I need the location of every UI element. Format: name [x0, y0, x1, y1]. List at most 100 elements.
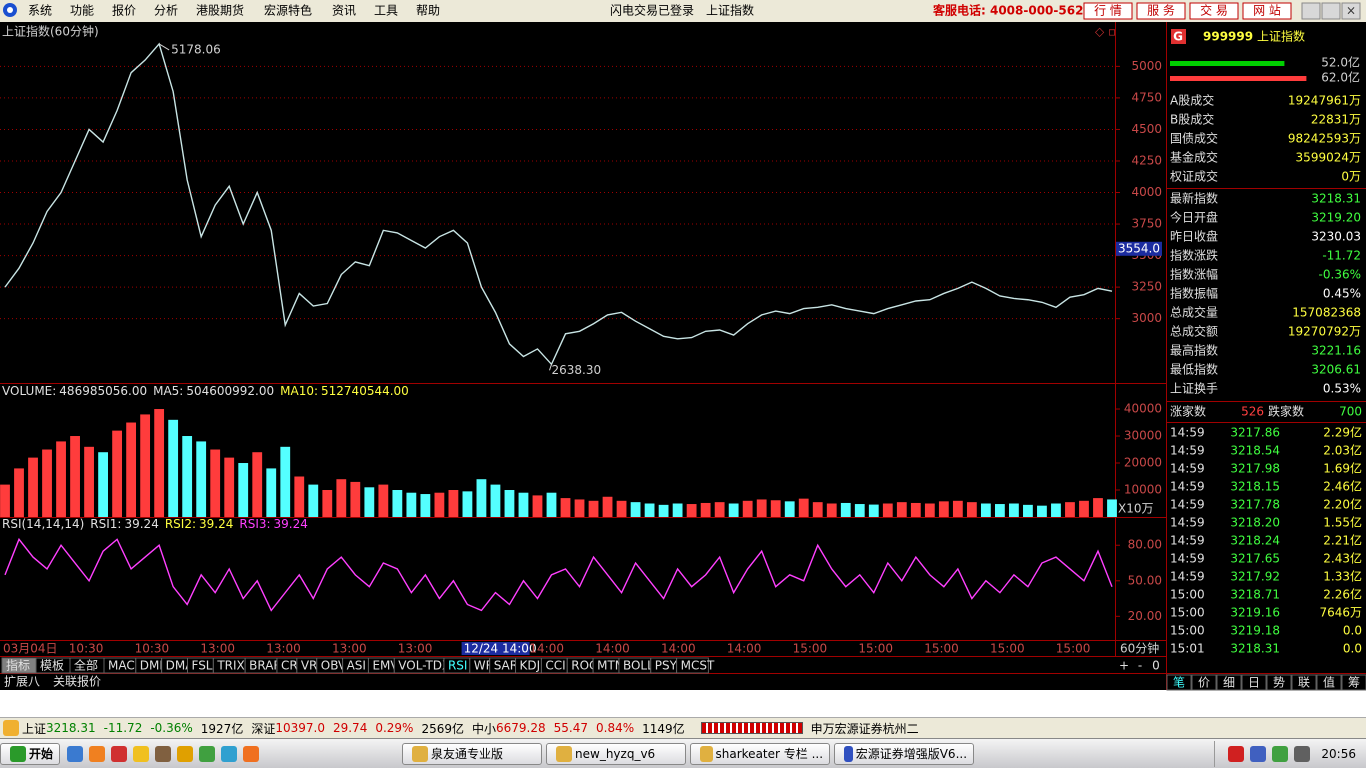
indicator-tab-label[interactable]: SAR [494, 659, 518, 673]
start-button[interactable]: 开始 [0, 742, 61, 765]
menu-item[interactable]: 工具 [374, 4, 398, 18]
indicator-tab-label[interactable]: OBV [321, 659, 347, 673]
indicator-tab-label[interactable]: CCI [545, 659, 565, 673]
indicator-tab-label[interactable]: BOLL [623, 659, 654, 673]
top-button-label[interactable]: 行 情 [1094, 4, 1122, 18]
status-segment: -0.36% [150, 721, 193, 735]
quick-launch-icon[interactable] [133, 745, 150, 762]
status-segment: 3218.31 [46, 721, 96, 735]
indicator-tab[interactable] [676, 657, 709, 674]
quote-tab[interactable] [1216, 674, 1242, 691]
indicator-tab-label[interactable]: 全部 [74, 658, 98, 673]
quick-launch-icon[interactable] [199, 745, 216, 762]
indicator-tab-label[interactable]: ASI [347, 659, 366, 673]
quote-tab-label[interactable]: 值 [1323, 675, 1335, 690]
close-button[interactable] [1341, 2, 1361, 20]
quote-tab[interactable] [1341, 674, 1366, 691]
extra-tab[interactable]: 扩展八 [4, 675, 40, 689]
top-button[interactable] [1083, 2, 1133, 20]
indicator-tab-label[interactable]: VR [301, 659, 318, 673]
indicator-tab-label[interactable]: WR [474, 659, 494, 673]
top-button-label[interactable]: 网 站 [1253, 4, 1281, 18]
system-tray: 20:56 [1214, 740, 1366, 767]
indicator-tab-label[interactable]: PSY [655, 659, 678, 673]
minimize-button[interactable] [1301, 2, 1321, 20]
indicator-tab-label[interactable]: BRAR [249, 659, 282, 673]
task-window[interactable]: 宏源证券增强版V6... [834, 742, 975, 765]
app-icon-dot [7, 7, 13, 13]
indicator-tab-label[interactable]: TRIX [216, 659, 244, 673]
quick-launch-icon[interactable] [89, 745, 106, 762]
menu-item[interactable]: 分析 [154, 4, 178, 18]
zoom-button[interactable]: 0 [1152, 659, 1160, 673]
zoom-button[interactable]: - [1138, 659, 1142, 673]
indicator-tab-label[interactable]: MCST [681, 659, 715, 673]
menu-item[interactable]: 帮助 [416, 4, 440, 18]
menu-item[interactable]: 系统 [28, 4, 52, 18]
indicator-tab-label[interactable]: 模板 [40, 659, 64, 673]
menu-item[interactable]: 港股期货 [196, 3, 244, 18]
tick-time: 14:59 [1170, 426, 1205, 440]
top-button-label[interactable]: 交 易 [1200, 3, 1228, 18]
restore-button[interactable] [1321, 2, 1341, 20]
indicator-tab-label[interactable]: RSI [448, 659, 468, 673]
tray-icon[interactable] [1294, 745, 1311, 762]
task-window[interactable]: sharkeater 专栏 ... [690, 742, 831, 765]
top-button[interactable] [1189, 2, 1239, 20]
volume-bar [812, 502, 823, 517]
extra-tab[interactable]: 关联报价 [53, 674, 101, 689]
volume-bar [364, 487, 375, 517]
quote-tab-label[interactable]: 联 [1298, 676, 1310, 690]
quote-tab-label[interactable]: 价 [1198, 676, 1210, 690]
quote-tab-label[interactable]: 细 [1223, 676, 1235, 690]
panel-icons[interactable]: ◇ ▫ [1095, 25, 1116, 39]
quote-tab-label[interactable]: 筹 [1348, 676, 1360, 690]
top-button-label[interactable]: 服 务 [1147, 3, 1175, 18]
menu-item[interactable]: 功能 [70, 4, 94, 18]
indicator-tab-label[interactable]: DMI [140, 659, 163, 673]
quick-launch-icon[interactable] [243, 745, 260, 762]
quote-tab-label[interactable]: 日 [1248, 676, 1260, 690]
quote-tab[interactable] [1166, 674, 1192, 691]
quick-launch-icon[interactable] [111, 745, 128, 762]
quick-launch-icon[interactable] [177, 745, 194, 762]
quick-launch-icon[interactable] [221, 745, 238, 762]
quote-tab[interactable] [1316, 674, 1342, 691]
indicator-tab-label[interactable]: EMV [372, 659, 399, 673]
task-window[interactable]: new_hyzq_v6 [546, 742, 687, 765]
indicator-tab-label[interactable]: KDJ [520, 659, 541, 673]
turnover-label: 国债成交 [1170, 131, 1218, 146]
menu-item[interactable]: 资讯 [332, 4, 356, 18]
top-button[interactable] [1242, 2, 1292, 20]
volume-bar [1107, 499, 1117, 517]
quote-tab[interactable] [1191, 674, 1217, 691]
indicator-tab-label[interactable]: CR [281, 659, 298, 673]
task-window[interactable]: 泉友通专业版 [402, 742, 543, 765]
quote-tab[interactable] [1266, 674, 1292, 691]
top-button[interactable] [1136, 2, 1186, 20]
tray-icon[interactable] [1272, 745, 1289, 762]
quick-launch-icon[interactable] [155, 745, 172, 762]
indicator-tab-label[interactable]: ROC [571, 659, 597, 673]
menu-item[interactable]: 宏源特色 [264, 3, 312, 18]
indicator-tab-label[interactable]: MTM [597, 659, 625, 673]
zoom-button[interactable]: + [1119, 659, 1129, 673]
stat-value: -0.36% [1319, 268, 1361, 282]
quick-launch-icon[interactable] [67, 745, 84, 762]
menu-item[interactable]: 报价 [112, 3, 136, 18]
indicator-tab-label[interactable]: VOL-TDX [398, 659, 450, 673]
tray-icon[interactable] [1228, 745, 1245, 762]
quote-tab[interactable] [1241, 674, 1267, 691]
tray-icon[interactable] [1250, 745, 1267, 762]
indicator-tab-label[interactable]: FSL [192, 659, 213, 673]
legend-name: VOLUME: [2, 384, 56, 398]
quote-tab-label[interactable]: 势 [1273, 676, 1285, 690]
indicator-tab-label[interactable]: 指标 [6, 658, 30, 673]
stat-label: 总成交量 [1170, 305, 1218, 320]
task-label: 宏源证券增强版V6... [855, 747, 968, 761]
y-tick-label: 20000 [1124, 456, 1162, 470]
quote-tab-label[interactable]: 笔 [1173, 675, 1185, 690]
indicator-tab-label[interactable]: MACD [108, 659, 144, 673]
quote-tab[interactable] [1291, 674, 1317, 691]
status-segment: 55.47 [553, 721, 588, 735]
